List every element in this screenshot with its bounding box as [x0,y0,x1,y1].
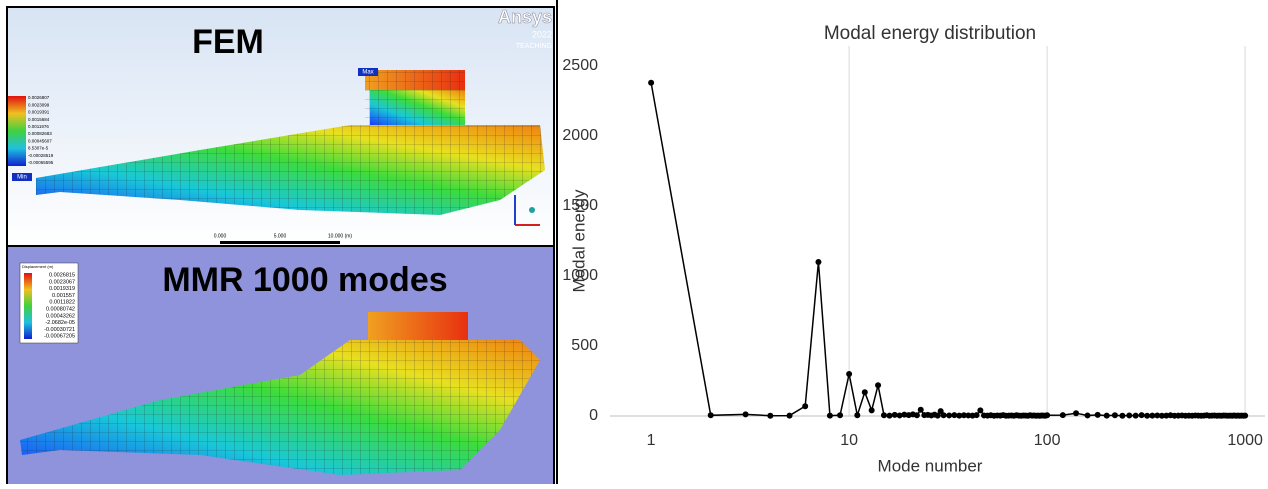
fem-panel: 0.0026807 0.0023099 0.0019391 0.0015684 0.00… [8,7,553,246]
data-point [1139,412,1145,418]
data-point [875,382,881,388]
ansys-brand: Ansys [498,7,552,27]
y-tick-label: 500 [571,337,598,354]
fem-color-legend [8,96,26,166]
legend-label: 0.001557 [52,293,75,299]
scale-label: 0.000 [214,233,227,239]
data-point [1085,412,1091,418]
max-tag-label: Max [362,70,373,76]
data-point [802,403,808,409]
fem-superstructure-mesh [365,70,465,125]
scale-label: 5.000 [274,233,287,239]
mmr-legend-title: Displacement (m) [22,264,54,269]
legend-label: -0.00030721 [44,327,75,333]
x-tick-label: 1 [647,432,656,449]
y-tick-label: 0 [589,407,598,424]
legend-label: -0.00028519 [28,153,54,158]
data-point [1044,412,1050,418]
mmr-superstructure [368,312,468,340]
legend-label: 0.0026815 [49,272,75,278]
legend-label: 0.0011976 [28,124,49,129]
fem-label: FEM [192,23,264,61]
data-point [787,413,793,419]
x-tick-label: 10 [840,432,858,449]
data-point [977,407,983,413]
data-point [914,412,920,418]
data-point [869,407,875,413]
legend-label: -2.0682e-05 [45,320,75,326]
x-tick-label: 100 [1034,432,1061,449]
data-point [881,412,887,418]
mmr-legend-labels: 0.00268150.00230670.00193190.0015570.001… [44,272,75,339]
data-point [815,259,821,265]
legend-label: 8.5307e-5 [28,146,49,151]
legend-label: 0.0019319 [49,286,75,292]
scale-bar [220,241,340,244]
mmr-panel: Displacement (m) 0.00268150.00230670.001… [8,247,553,484]
y-tick-label: 2500 [562,57,598,74]
legend-label: -0.00067205 [44,334,75,340]
legend-label: 0.00045607 [28,138,52,143]
data-point [862,389,868,395]
data-point [1104,413,1110,419]
data-point [974,412,980,418]
legend-label: 0.0023067 [49,279,75,285]
chart-title: Modal energy distribution [824,23,1036,44]
data-point [854,412,860,418]
legend-label: -0.00065595 [28,160,54,165]
data-point [767,413,773,419]
y-tick-label: 2000 [562,127,598,144]
legend-label: 0.00080742 [46,306,75,312]
y-tick-label: 1000 [562,267,598,284]
data-point [1095,412,1101,418]
data-line [651,83,1245,416]
data-point [648,80,654,86]
data-point [708,412,714,418]
data-point [1119,413,1125,419]
figure: 0.0026807 0.0023099 0.0019391 0.0015684 0.00… [0,0,1268,484]
legend-label: 0.0019391 [28,110,50,115]
data-point [1126,412,1132,418]
data-point [743,411,749,417]
legend-label: 0.0023099 [28,102,50,107]
data-point [1144,413,1150,419]
ansys-year: 2022 [532,29,552,39]
mmr-color-legend [24,273,32,339]
axis-triad-y [529,207,535,213]
y-tick-label: 1500 [562,197,598,214]
x-tick-label: 1000 [1227,432,1263,449]
data-point [887,413,893,419]
legend-label: 0.0011822 [49,300,75,306]
data-point [1073,410,1079,416]
ansys-edition: TEACHING [516,43,552,50]
x-axis-title: Mode number [878,456,983,475]
scale-label: 10.000 (m) [328,233,353,239]
legend-label: 0.00082683 [28,131,52,136]
data-point [827,413,833,419]
data-point [946,412,952,418]
legend-label: 0.0015684 [28,117,50,122]
data-point [846,371,852,377]
mmr-label: MMR 1000 modes [162,261,447,299]
data-point [1133,413,1139,419]
chart: Modal energy distribution Mode number Mo… [562,23,1265,475]
data-point [837,412,843,418]
data-point [918,407,924,413]
legend-label: 0.00043262 [46,313,75,319]
data-point [1060,412,1066,418]
min-tag-label: Min [17,175,27,181]
data-point [941,412,947,418]
legend-label: 0.0026807 [28,95,50,100]
data-point [1112,412,1118,418]
data-point [1242,413,1248,419]
